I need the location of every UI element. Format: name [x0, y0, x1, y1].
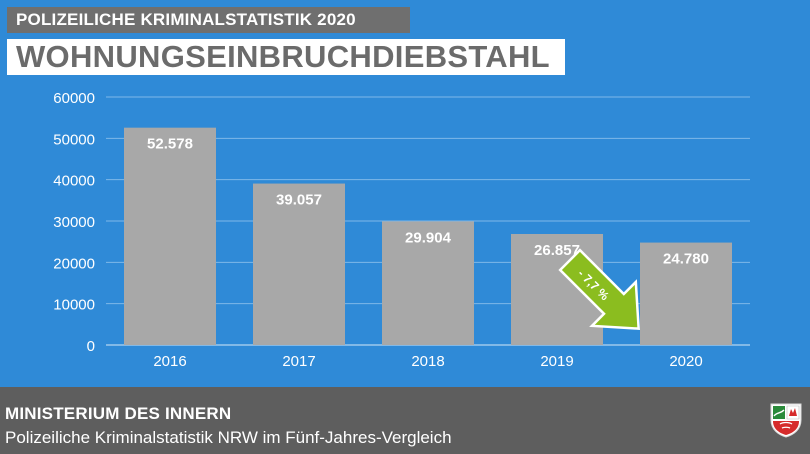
footer-bar: MINISTERIUM DES INNERN Polizeiliche Krim… — [0, 387, 810, 454]
kicker-banner: POLIZEILICHE KRIMINALSTATISTIK 2020 — [7, 7, 410, 33]
x-tick-label: 2016 — [153, 353, 186, 370]
nrw-coat-of-arms-icon — [770, 403, 802, 438]
footer-subtitle: Polizeiliche Kriminalstatistik NRW im Fü… — [5, 428, 452, 447]
bar-2018 — [382, 221, 474, 345]
y-axis-ticks: 0 10000 20000 30000 40000 50000 60000 — [53, 90, 95, 355]
x-tick-label: 2017 — [282, 353, 315, 370]
bar-value-label: 24.780 — [663, 251, 709, 268]
y-tick-label: 20000 — [53, 255, 95, 272]
bar-2017 — [253, 183, 345, 345]
bar-value-label: 39.057 — [276, 192, 322, 209]
x-tick-label: 2020 — [669, 353, 702, 370]
y-tick-label: 40000 — [53, 173, 95, 190]
bar-value-label: 26.857 — [534, 242, 580, 259]
bar-2016 — [124, 127, 216, 345]
footer-title: MINISTERIUM DES INNERN — [5, 404, 232, 423]
y-tick-label: 50000 — [53, 131, 95, 148]
bar-2020 — [640, 242, 732, 345]
y-tick-label: 30000 — [53, 214, 95, 231]
x-tick-label: 2019 — [540, 353, 573, 370]
bar-chart: 0 10000 20000 30000 40000 50000 60000 52.578 39… — [53, 90, 750, 370]
y-tick-label: 10000 — [53, 297, 95, 314]
bar-value-label: 52.578 — [147, 136, 193, 153]
page-title: WOHNUNGSEINBRUCHDIEBSTAHL — [7, 39, 565, 75]
x-axis-ticks: 2016 2017 2018 2019 2020 — [153, 353, 702, 370]
chart-bars — [124, 127, 732, 345]
y-tick-label: 0 — [87, 338, 95, 355]
x-tick-label: 2018 — [411, 353, 444, 370]
annotation-arrow — [558, 248, 640, 330]
bar-value-label: 29.904 — [405, 229, 452, 246]
y-tick-label: 60000 — [53, 90, 95, 107]
bar-value-labels: 52.578 39.057 29.904 26.857 24.780 — [147, 136, 709, 268]
